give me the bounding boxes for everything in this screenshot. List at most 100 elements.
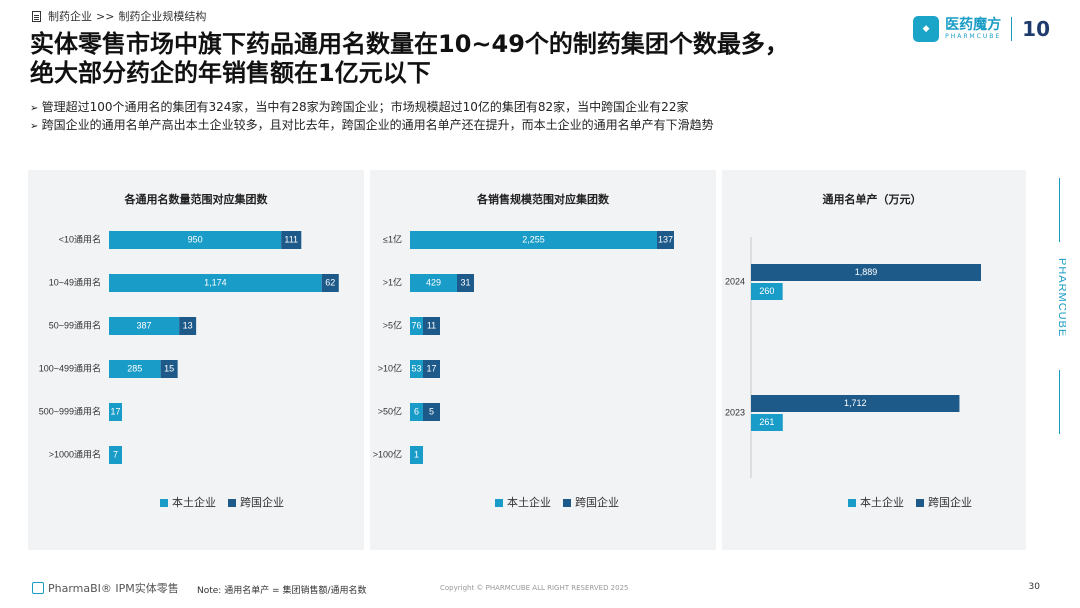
chart1-bar-multinational	[179, 317, 197, 335]
chart3-value-domestic: 261	[759, 417, 774, 427]
brand-logo: ◆ 医药魔方 PHARMCUBE 10	[913, 16, 1050, 42]
chart1-category-label: 100~499通用名	[39, 362, 101, 373]
chart1-value-domestic: 17	[110, 406, 120, 416]
chart1-value-multinational: 62	[325, 277, 335, 287]
chart1-value-domestic: 950	[188, 234, 203, 244]
chart3-title: 通用名单产（万元）	[822, 193, 922, 206]
chart2-title: 各销售规模范围对应集团数	[477, 193, 609, 206]
chart1-legend: 本土企业 跨国企业	[160, 494, 284, 510]
chart2-bar-domestic	[410, 274, 457, 292]
breadcrumb-part2[interactable]: 制药企业规模结构	[118, 10, 207, 23]
cube-icon	[32, 582, 44, 594]
chart1-category-label: 500~999通用名	[39, 405, 101, 416]
legend-item-domestic: 本土企业	[848, 494, 904, 510]
chart2-value-multinational: 31	[460, 277, 470, 287]
chart1-bar-multinational	[321, 274, 339, 292]
chart2-bar-multinational	[423, 403, 440, 421]
legend-item-multinational: 跨国企业	[916, 494, 972, 510]
chart1-value-multinational: 15	[164, 363, 174, 373]
chart2-category-label: >50亿	[378, 405, 402, 416]
chart2-bar-domestic	[410, 403, 423, 421]
chart2-legend: 本土企业 跨国企业	[495, 494, 619, 510]
legend-item-multinational: 跨国企业	[228, 494, 284, 510]
legend-item-domestic: 本土企业	[495, 494, 551, 510]
side-divider	[1059, 178, 1060, 242]
chart1-value-domestic: 7	[113, 449, 118, 459]
chart2-category-label: >100亿	[373, 448, 402, 459]
title-line1: 实体零售市场中旗下药品通用名数量在10~49个的制药集团个数最多，	[30, 30, 789, 58]
chart2-value-domestic: 6	[414, 406, 419, 416]
footer-copyright: Copyright © PHARMCUBE ALL RIGHT RESERVED…	[440, 584, 629, 592]
title-line2: 绝大部分药企的年销售额在1亿元以下	[30, 59, 431, 87]
chart3-category-label: 2023	[725, 407, 745, 417]
chart1-value-domestic: 1,174	[204, 277, 227, 287]
chart2-category-label: ≤1亿	[383, 233, 402, 244]
chart1-category-label: 10~49通用名	[49, 276, 101, 287]
logo-divider	[1011, 17, 1013, 41]
chart1-bar-domestic	[109, 360, 161, 378]
chart2-value-multinational: 17	[426, 363, 436, 373]
chart2-value-domestic: 76	[411, 320, 421, 330]
breadcrumb: 制药企业 >> 制药企业规模结构	[32, 8, 206, 24]
chart1-bar-domestic	[109, 446, 122, 464]
chart1-category-label: >1000通用名	[49, 448, 101, 459]
footer-note: Note: 通用名单产 = 集团销售额/通用名数	[197, 586, 367, 596]
chart1-bar-multinational	[281, 231, 302, 249]
chart2-bar-domestic	[410, 360, 423, 378]
chart2-category-label: >1亿	[383, 276, 402, 287]
chart3-bar-domestic	[751, 283, 783, 300]
bullet-item: 管理超过100个通用名的集团有324家，当中有28家为跨国企业；市场规模超过10…	[30, 99, 714, 117]
chart3-bar-multinational	[751, 264, 981, 281]
footer-brand: PharmaBI® IPM实体零售	[32, 580, 179, 596]
side-brand: PHARMCUBE	[1056, 258, 1066, 337]
chart2-value-multinational: 11	[427, 320, 436, 330]
bullet-item: 跨国企业的通用名单产高出本土企业较多，且对比去年，跨国企业的通用名单产还在提升，…	[30, 117, 714, 135]
chart1-category-label: <10通用名	[59, 233, 101, 244]
chart1-title: 各通用名数量范围对应集团数	[124, 193, 268, 206]
chart1-bar-multinational	[160, 360, 178, 378]
chart3-bar-multinational	[751, 395, 960, 412]
chart2-bar-multinational	[656, 231, 674, 249]
chart1-bar-domestic	[109, 317, 180, 335]
chart3-category-label: 2024	[725, 276, 745, 286]
chart2-value-domestic: 1	[414, 449, 419, 459]
chart2-value-domestic: 429	[426, 277, 441, 287]
cube-icon: ◆	[913, 16, 940, 42]
chart1-value-domestic: 387	[137, 320, 152, 330]
chart1-bar-domestic	[109, 403, 122, 421]
chart1-bar-domestic	[109, 231, 282, 249]
page-title: 实体零售市场中旗下药品通用名数量在10~49个的制药集团个数最多， 绝大部分药企…	[30, 30, 789, 88]
chart2-value-domestic: 53	[411, 363, 421, 373]
footer-brand-text: PharmaBI® IPM实体零售	[48, 582, 179, 595]
chart2-value-domestic: 2,255	[522, 234, 545, 244]
chart2-category-label: >10亿	[378, 362, 402, 373]
legend-item-multinational: 跨国企业	[563, 494, 619, 510]
chart-panel-3	[722, 170, 1026, 550]
chart2-category-label: >5亿	[383, 319, 402, 330]
chart2-bar-domestic	[410, 446, 423, 464]
chart2-bar-multinational	[423, 360, 440, 378]
chart2-bar-multinational	[456, 274, 474, 292]
breadcrumb-separator: >>	[96, 9, 115, 23]
chart1-value-multinational: 13	[183, 320, 193, 330]
side-brand-text: PHARMCUBE	[1056, 258, 1066, 337]
chart3-value-multinational: 1,712	[844, 398, 867, 408]
chart2-bar-domestic	[410, 231, 657, 249]
legend-item-domestic: 本土企业	[160, 494, 216, 510]
chart3-legend: 本土企业 跨国企业	[848, 494, 972, 510]
chart1-bar-domestic	[109, 274, 322, 292]
logo-sub: PHARMCUBE	[945, 33, 1002, 40]
bullet-list: 管理超过100个通用名的集团有324家，当中有28家为跨国企业；市场规模超过10…	[30, 99, 714, 135]
chart3-value-multinational: 1,889	[855, 267, 878, 277]
document-icon	[32, 10, 41, 22]
chart2-bar-domestic	[410, 317, 423, 335]
chart2-value-multinational: 137	[658, 234, 673, 244]
logo-name: 医药魔方	[945, 17, 1002, 33]
chart1-value-multinational: 111	[284, 234, 298, 244]
chart2-value-multinational: 5	[429, 406, 434, 416]
chart3-bar-domestic	[751, 414, 783, 431]
breadcrumb-part1[interactable]: 制药企业	[48, 10, 92, 23]
chart2-bar-multinational	[423, 317, 440, 335]
side-divider	[1059, 370, 1060, 434]
